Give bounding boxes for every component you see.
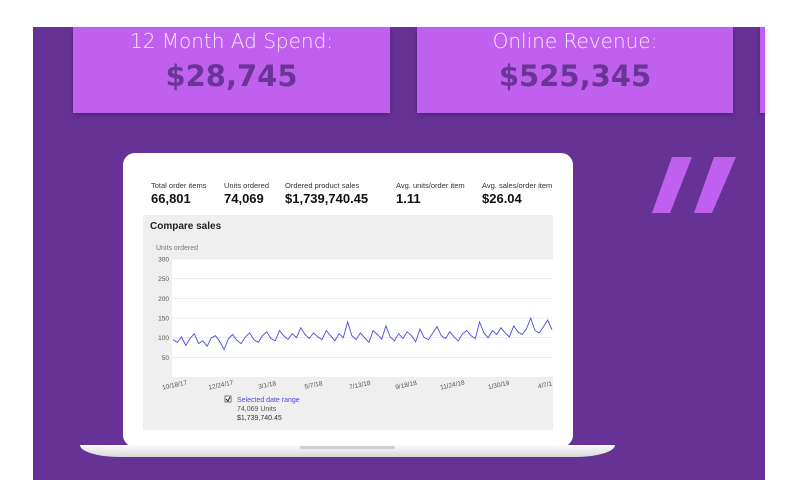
x-tick-label: 3/1/18 <box>258 380 278 391</box>
y-tick-label: 250 <box>158 276 169 283</box>
card-value: $525,345 <box>498 59 652 93</box>
stat: Ordered product sales $1,739,740.45 <box>285 181 368 206</box>
card-label: Online Revenue: <box>492 29 658 53</box>
y-tick-label: 50 <box>162 355 170 362</box>
stat-value: $1,739,740.45 <box>285 191 369 206</box>
stat-card: Online Revenue: $525,345 <box>417 27 733 113</box>
chart-title: Compare sales <box>150 221 222 232</box>
line <box>172 316 553 351</box>
checkbox[interactable] <box>224 395 232 403</box>
y-axis-label: Units ordered <box>156 245 198 252</box>
stat-value: 74,069 <box>224 191 264 206</box>
card-label: 12 Month Ad Spend: <box>129 29 334 53</box>
quote-mark <box>652 157 736 213</box>
stat-value: 1.11 <box>396 191 421 206</box>
legend-units: 74,069 Units <box>237 406 277 413</box>
stat-label: Avg. sales/order item <box>482 181 553 190</box>
screen: Total order items 66,801 Units ordered 74,0… <box>143 175 553 430</box>
stat-card: 12 Month Ad Spend: $28,745 <box>73 27 390 113</box>
x-tick-label: 11/24/18 <box>440 379 466 391</box>
card-value: $28,745 <box>165 59 298 93</box>
legend-sales: $1,739,740.45 <box>237 415 282 422</box>
stat: Avg. units/order item 1.11 <box>396 181 465 206</box>
stats-row: Total order items 66,801 Units ordered 74,0… <box>143 181 553 211</box>
stat-label: Total order items <box>151 181 207 190</box>
stat-value: $26.04 <box>482 191 522 206</box>
stat-label: Avg. units/order item <box>396 181 465 190</box>
laptop-notch <box>300 446 395 449</box>
y-tick-label: 150 <box>158 316 169 323</box>
chart-panel: Compare sales Units ordered 50 100 150 200 2… <box>143 215 553 430</box>
x-tick-label: 10/18/17 <box>162 379 189 391</box>
x-tick-label: 4/7/1 <box>537 381 553 391</box>
x-tick-label: 7/13/18 <box>349 380 372 391</box>
legend-label: Selected date range <box>237 397 300 404</box>
x-tick-label: 5/7/18 <box>304 380 324 391</box>
stat-label: Ordered product sales <box>285 181 360 190</box>
stat: Total order items 66,801 <box>151 181 206 206</box>
stat-card <box>760 27 765 113</box>
y-tick-label: 200 <box>158 296 169 303</box>
stat-label: Units ordered <box>224 181 270 190</box>
stat-value: 66,801 <box>151 191 191 206</box>
x-tick-label: 1/30/19 <box>487 380 510 391</box>
y-tick-label: 100 <box>158 335 169 342</box>
y-tick-label: 300 <box>158 257 169 264</box>
stat: Units ordered 74,069 <box>224 181 269 206</box>
laptop-base <box>80 445 615 457</box>
x-tick-label: 12/24/17 <box>208 379 235 391</box>
x-tick-label: 9/18/18 <box>395 380 418 391</box>
chart: Compare sales Units ordered 50 100 150 200 2… <box>150 221 553 422</box>
stat: Avg. sales/order item $26.04 <box>482 181 552 206</box>
check <box>225 396 231 402</box>
